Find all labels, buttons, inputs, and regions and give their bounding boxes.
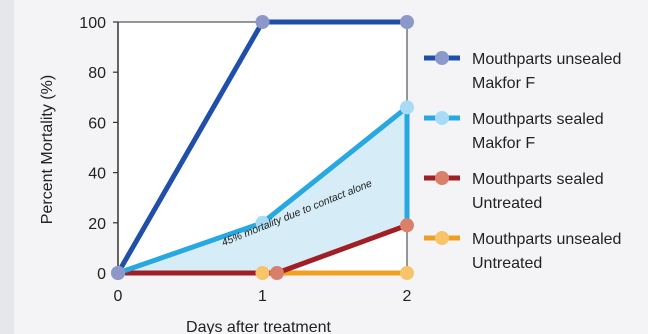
legend-swatch-marker <box>435 171 449 185</box>
data-point <box>255 215 270 230</box>
legend-label-line2: Untreated <box>472 255 542 272</box>
y-tick-label: 60 <box>88 115 106 132</box>
data-point <box>255 266 270 280</box>
x-tick-label: 0 <box>114 288 123 305</box>
shaded-region <box>118 107 407 273</box>
data-point <box>400 100 414 115</box>
x-tick-label: 2 <box>403 288 412 305</box>
data-point <box>255 15 270 29</box>
legend-label-line2: Makfor F <box>472 75 535 92</box>
legend-label-line2: Untreated <box>472 195 542 212</box>
y-tick-label: 20 <box>88 216 106 233</box>
legend-label-line1: Mouthparts unsealed <box>472 51 621 68</box>
data-point <box>400 15 414 29</box>
legend-label-line1: Mouthparts unsealed <box>472 231 621 248</box>
x-axis-label: Days after treatment <box>186 319 332 334</box>
data-point <box>400 218 414 233</box>
legend-label-line1: Mouthparts sealed <box>472 111 604 128</box>
y-tick-label: 40 <box>88 166 106 183</box>
data-point <box>400 266 414 280</box>
legend-swatch-marker <box>435 231 449 245</box>
legend-swatch-marker <box>435 51 449 65</box>
legend-swatch-marker <box>435 111 449 125</box>
y-axis-label: Percent Mortality (%) <box>39 75 56 224</box>
y-tick-label: 100 <box>79 15 106 32</box>
legend-label-line1: Mouthparts sealed <box>472 171 604 188</box>
y-tick-label: 80 <box>88 65 106 82</box>
y-tick-label: 0 <box>97 266 106 283</box>
left-margin-strip <box>0 0 14 334</box>
data-point <box>111 266 125 280</box>
legend-label-line2: Makfor F <box>472 135 535 152</box>
data-point <box>269 266 284 280</box>
x-tick-label: 1 <box>258 288 267 305</box>
